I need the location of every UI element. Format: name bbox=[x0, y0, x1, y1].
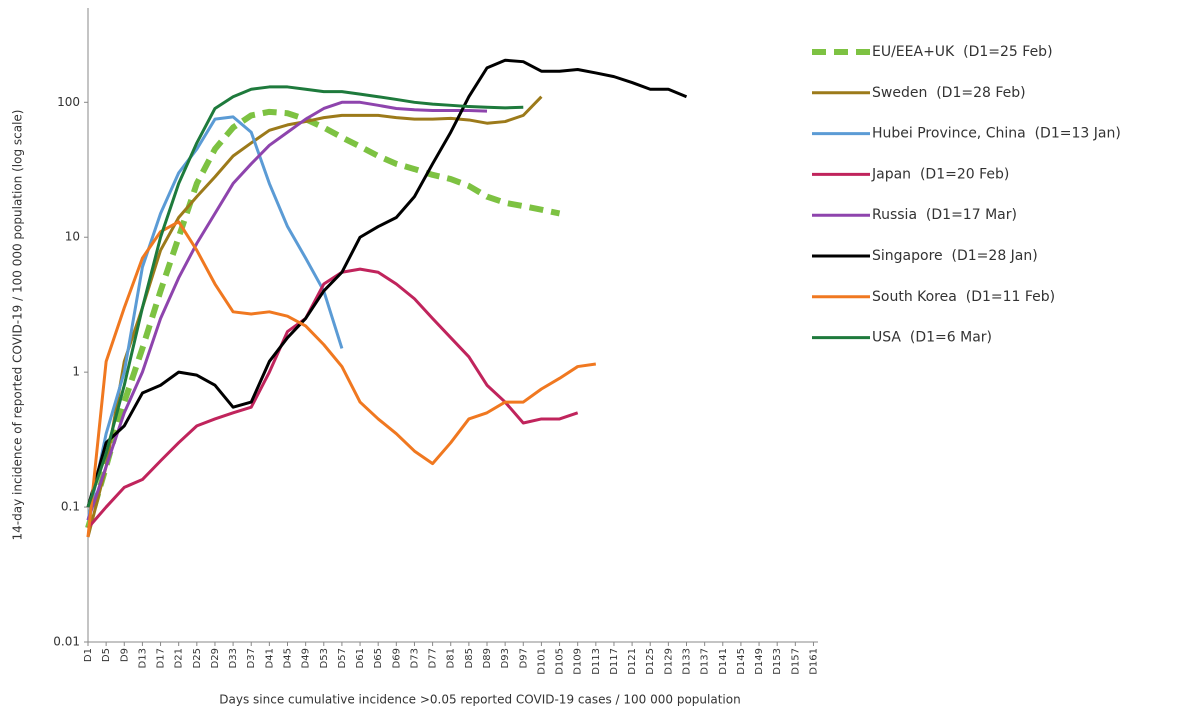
legend-label: Hubei Province, China (D1=13 Jan) bbox=[872, 126, 1121, 142]
x-tick-label: D85 bbox=[464, 648, 475, 668]
x-tick-label: D17 bbox=[156, 648, 167, 668]
y-tick-label: 0.01 bbox=[53, 635, 80, 649]
x-tick-label: D153 bbox=[772, 648, 783, 675]
x-tick-label: D81 bbox=[446, 648, 457, 668]
legend-label: USA (D1=6 Mar) bbox=[872, 330, 992, 346]
x-tick-label: D25 bbox=[192, 648, 203, 668]
x-tick-label: D141 bbox=[718, 648, 729, 675]
x-tick-label: D125 bbox=[645, 648, 656, 675]
legend-label: Russia (D1=17 Mar) bbox=[872, 207, 1017, 223]
x-axis-label: Days since cumulative incidence >0.05 re… bbox=[219, 693, 740, 707]
x-tick-label: D121 bbox=[627, 648, 638, 675]
x-tick-label: D89 bbox=[482, 648, 493, 668]
y-tick-label: 10 bbox=[65, 230, 80, 244]
legend-label: Sweden (D1=28 Feb) bbox=[872, 85, 1026, 101]
x-tick-label: D157 bbox=[790, 648, 801, 675]
legend-label: EU/EEA+UK (D1=25 Feb) bbox=[872, 44, 1053, 60]
x-tick-label: D117 bbox=[609, 648, 620, 675]
x-tick-label: D49 bbox=[301, 648, 312, 668]
series-line bbox=[86, 220, 597, 538]
x-tick-label: D77 bbox=[428, 648, 439, 668]
x-tick-label: D5 bbox=[101, 648, 112, 662]
x-tick-label: D61 bbox=[355, 648, 366, 668]
x-tick-label: D21 bbox=[174, 648, 185, 668]
x-tick-label: D109 bbox=[573, 648, 584, 675]
x-tick-label: D113 bbox=[591, 648, 602, 675]
x-tick-label: D65 bbox=[373, 648, 384, 668]
x-tick-label: D45 bbox=[283, 648, 294, 668]
x-tick-label: D69 bbox=[391, 648, 402, 668]
x-tick-label: D41 bbox=[264, 648, 275, 668]
x-tick-label: D149 bbox=[754, 648, 765, 675]
legend-label: Japan (D1=20 Feb) bbox=[871, 166, 1009, 182]
series-line bbox=[86, 115, 344, 521]
x-tick-label: D97 bbox=[518, 648, 529, 668]
x-tick-label: D137 bbox=[700, 648, 711, 675]
x-tick-label: D29 bbox=[210, 648, 221, 668]
x-tick-label: D9 bbox=[119, 648, 130, 662]
y-tick-label: 0.1 bbox=[61, 500, 80, 514]
y-tick-label: 100 bbox=[57, 95, 80, 109]
y-axis-label: 14-day incidence of reported COVID-19 / … bbox=[11, 110, 25, 541]
x-tick-label: D1 bbox=[83, 648, 94, 662]
x-tick-label: D133 bbox=[682, 648, 693, 675]
y-tick-label: 1 bbox=[72, 365, 80, 379]
x-tick-label: D37 bbox=[246, 648, 257, 668]
x-tick-label: D129 bbox=[663, 648, 674, 675]
series-line bbox=[86, 58, 688, 508]
x-tick-label: D13 bbox=[137, 648, 148, 668]
series-line bbox=[86, 267, 579, 529]
x-tick-label: D57 bbox=[337, 648, 348, 668]
x-tick-label: D145 bbox=[736, 648, 747, 675]
series-line bbox=[85, 108, 561, 529]
series-line bbox=[86, 95, 543, 538]
x-tick-label: D101 bbox=[536, 648, 547, 675]
x-tick-label: D105 bbox=[555, 648, 566, 675]
legend-label: South Korea (D1=11 Feb) bbox=[872, 289, 1055, 305]
x-tick-label: D53 bbox=[319, 648, 330, 668]
series-line bbox=[86, 100, 488, 521]
x-tick-label: D73 bbox=[409, 648, 420, 668]
series-line bbox=[86, 85, 524, 508]
x-tick-label: D161 bbox=[808, 648, 819, 675]
legend-label: Singapore (D1=28 Jan) bbox=[872, 248, 1038, 264]
x-tick-label: D33 bbox=[228, 648, 239, 668]
x-tick-label: D93 bbox=[500, 648, 511, 668]
